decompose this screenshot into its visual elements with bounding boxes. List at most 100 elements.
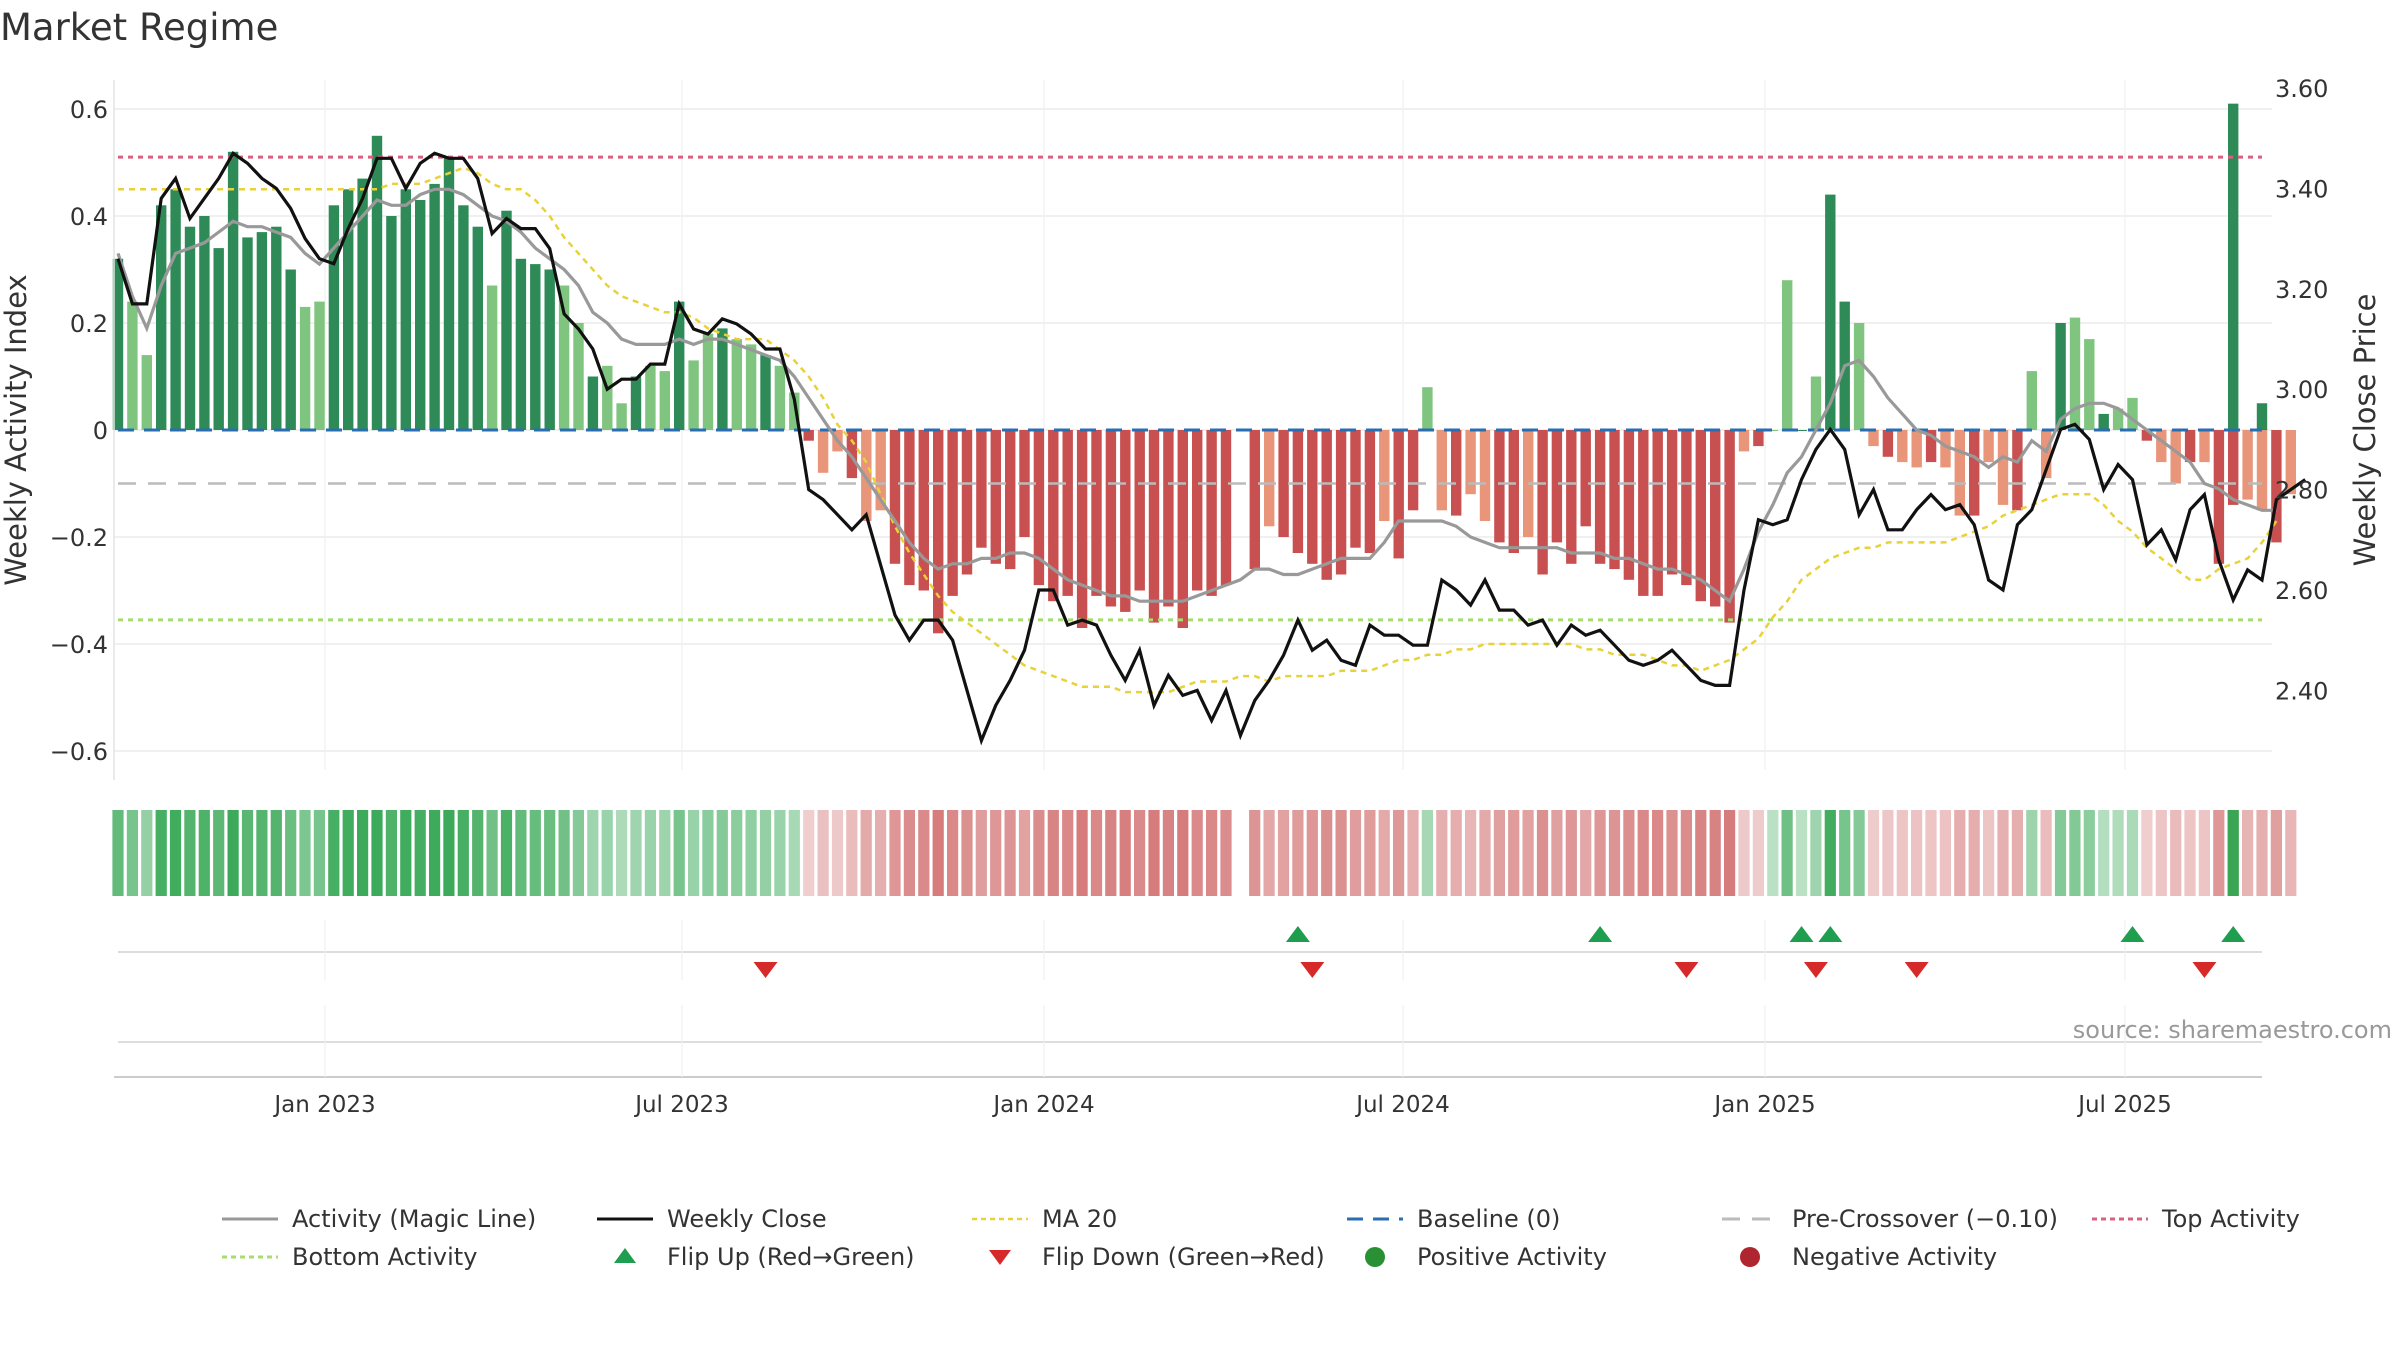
regime-strip-cell (1364, 810, 1376, 896)
right-tick-label: 3.60 (2275, 75, 2328, 103)
regime-strip-cell (1709, 810, 1721, 896)
activity-bar (328, 205, 340, 430)
regime-strip-cell (875, 810, 887, 896)
flip-markers (118, 920, 2262, 980)
activity-bar (515, 258, 527, 430)
activity-bar (789, 392, 800, 430)
regime-strip-cell (385, 810, 397, 896)
activity-bars (112, 103, 2296, 634)
regime-strip-cell (1335, 810, 1347, 896)
activity-bar (2084, 339, 2095, 430)
regime-strip-cell (2141, 810, 2153, 896)
left-tick-label: −0.6 (50, 738, 108, 766)
regime-strip-cell (155, 810, 167, 896)
legend-key-icon (1740, 1247, 1760, 1267)
left-tick-label: 0.4 (70, 203, 108, 231)
series-lines (116, 150, 2307, 746)
right-tick-label: 3.00 (2275, 376, 2328, 404)
legend-label: Activity (Magic Line) (292, 1205, 537, 1233)
activity-bar (458, 205, 469, 430)
regime-strip-cell (2184, 810, 2196, 896)
legend-dot-green-icon (1365, 1247, 1385, 1267)
regime-strip-cell (1090, 810, 1103, 896)
source-label: source: sharemaestro.com (2072, 1016, 2392, 1044)
regime-strip-cell (342, 810, 354, 896)
activity-bar (1580, 430, 1591, 527)
regime-strip-cell (1004, 810, 1016, 896)
left-tick-label: −0.2 (50, 524, 108, 552)
axes: 0.6 0.4 0.2 0 −0.2 −0.4 −0.6 3.60 3.40 3.20 3.00 2.… (0, 75, 2382, 780)
activity-bar (501, 210, 512, 430)
regime-strip-cell (2011, 810, 2023, 896)
lower-panel (114, 1005, 2262, 1078)
activity-bar (1940, 430, 1951, 468)
activity-bar (1566, 430, 1577, 564)
activity-bar (1911, 430, 1922, 468)
regime-strip-cell (1177, 810, 1189, 896)
regime-strip-cell (256, 810, 268, 896)
regime-strip-cell (803, 810, 815, 896)
regime-strip-cell (1839, 810, 1851, 896)
activity-bar (1825, 194, 1836, 430)
weekly-close-line (116, 150, 2307, 746)
activity-bar (429, 183, 440, 430)
regime-strip-cell (1695, 810, 1707, 896)
activity-bar (357, 178, 368, 430)
left-tick-label: 0 (93, 417, 108, 445)
activity-bar (904, 430, 915, 586)
regime-strip-cell (1450, 810, 1462, 896)
activity-bar (141, 355, 152, 430)
activity-magic-line (116, 187, 2277, 604)
regime-strip-cell (1033, 810, 1045, 896)
regime-strip-cell (1738, 810, 1750, 896)
regime-strip-cell (616, 810, 628, 896)
legend-label: Positive Activity (1417, 1243, 1607, 1271)
regime-strip-cell (990, 810, 1002, 896)
activity-bar (343, 189, 354, 431)
activity-bar (875, 430, 886, 511)
activity-bar (889, 430, 901, 564)
activity-bar (544, 269, 555, 430)
regime-strip-cell (529, 810, 541, 896)
activity-bar (1537, 430, 1548, 575)
activity-bar (760, 355, 771, 430)
activity-bar (573, 323, 584, 430)
activity-bar (1364, 430, 1376, 553)
regime-strip-cell (400, 810, 412, 896)
regime-strip-cell (702, 810, 714, 896)
activity-bar (918, 430, 929, 591)
activity-bar (170, 189, 181, 431)
regime-strip-cell (1479, 810, 1491, 896)
activity-bar (1451, 430, 1462, 516)
reference-lines (118, 155, 2262, 622)
regime-strip-cell (313, 810, 325, 896)
left-tick-label: 0.2 (70, 310, 108, 338)
regime-strip-cell (472, 810, 484, 896)
regime-strip-cell (1623, 810, 1635, 896)
activity-bar (1192, 430, 1203, 591)
right-tick-label: 2.40 (2275, 677, 2328, 705)
regime-strip (112, 810, 2297, 896)
activity-bar (817, 430, 829, 473)
regime-strip-cell (2242, 810, 2254, 896)
regime-strip-cell (2026, 810, 2038, 896)
regime-strip-cell (299, 810, 311, 896)
regime-strip-cell (2069, 810, 2081, 896)
activity-bar (1163, 430, 1174, 607)
activity-bar (1407, 430, 1419, 511)
activity-bar (1422, 387, 1433, 430)
activity-bar (731, 339, 742, 430)
activity-bar (256, 232, 268, 430)
activity-bar (1551, 430, 1563, 543)
legend-label: Negative Activity (1792, 1243, 1998, 1271)
activity-bar (443, 157, 455, 430)
activity-bar (1206, 430, 1217, 596)
regime-strip-cell (644, 810, 656, 896)
activity-bar (112, 258, 124, 430)
regime-strip-cell (371, 810, 383, 896)
activity-bar (1695, 430, 1706, 602)
activity-bar (961, 430, 973, 575)
activity-bar (184, 226, 196, 430)
legend-label: Top Activity (2162, 1205, 2300, 1233)
legend-key-icon (222, 1255, 278, 1259)
